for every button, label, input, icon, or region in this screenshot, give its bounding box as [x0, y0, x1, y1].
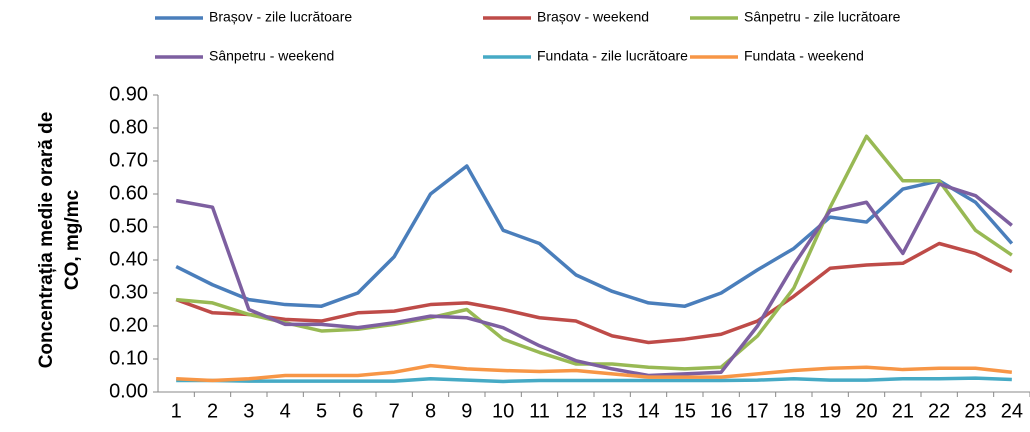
x-tick-label: 7: [389, 400, 400, 422]
y-tick-label: 0.30: [109, 281, 148, 303]
y-tick-label: 0.90: [109, 83, 148, 105]
x-tick-label: 11: [529, 400, 550, 422]
y-tick-label: 0.70: [109, 149, 148, 171]
legend-label: Brașov - weekend: [537, 9, 649, 25]
x-tick-label: 21: [892, 400, 914, 422]
series-line: [175, 164, 1014, 308]
y-tick-label: 0.00: [109, 380, 148, 402]
x-tick-label: 4: [280, 400, 291, 422]
legend-label: Fundata - weekend: [744, 48, 864, 64]
y-tick-label: 0.20: [109, 314, 148, 336]
legend-label: Brașov - zile lucrătoare: [209, 9, 352, 25]
x-tick-label: 17: [746, 400, 768, 422]
y-axis-title: Concentrația medie orară de: [36, 112, 57, 369]
series-line: [175, 182, 1013, 378]
y-tick-label: 0.10: [109, 347, 148, 369]
x-tick-label: 18: [783, 400, 805, 422]
y-axis-title: CO, mg/mc: [62, 189, 83, 290]
x-tick-label: 14: [637, 400, 659, 422]
legend-label: Fundata - zile lucrătoare: [537, 48, 688, 64]
y-tick-label: 0.60: [109, 182, 148, 204]
x-tick-label: 16: [710, 400, 732, 422]
x-tick-label: 8: [425, 400, 436, 422]
x-tick-label: 9: [461, 400, 472, 422]
y-tick-label: 0.40: [109, 248, 148, 270]
x-tick-label: 12: [565, 400, 587, 422]
x-tick-label: 5: [316, 400, 327, 422]
y-tick-label: 0.50: [109, 215, 148, 237]
x-tick-label: 3: [243, 400, 254, 422]
x-tick-label: 23: [964, 400, 986, 422]
x-tick-label: 1: [171, 400, 182, 422]
x-tick-label: 2: [207, 400, 218, 422]
x-tick-label: 22: [928, 400, 950, 422]
x-tick-label: 15: [674, 400, 696, 422]
x-tick-label: 19: [819, 400, 841, 422]
x-tick-label: 24: [1001, 400, 1023, 422]
x-tick-label: 10: [492, 400, 514, 422]
series-line: [176, 376, 1012, 384]
series-line: [175, 241, 1013, 345]
y-tick-label: 0.80: [109, 116, 148, 138]
series-line: [176, 134, 1013, 371]
legend-label: Sânpetru - weekend: [209, 48, 334, 64]
series-line: [176, 363, 1013, 383]
x-tick-label: 6: [352, 400, 363, 422]
legend-label: Sânpetru - zile lucrătoare: [744, 9, 901, 25]
x-tick-label: 20: [855, 400, 877, 422]
x-tick-label: 13: [601, 400, 623, 422]
